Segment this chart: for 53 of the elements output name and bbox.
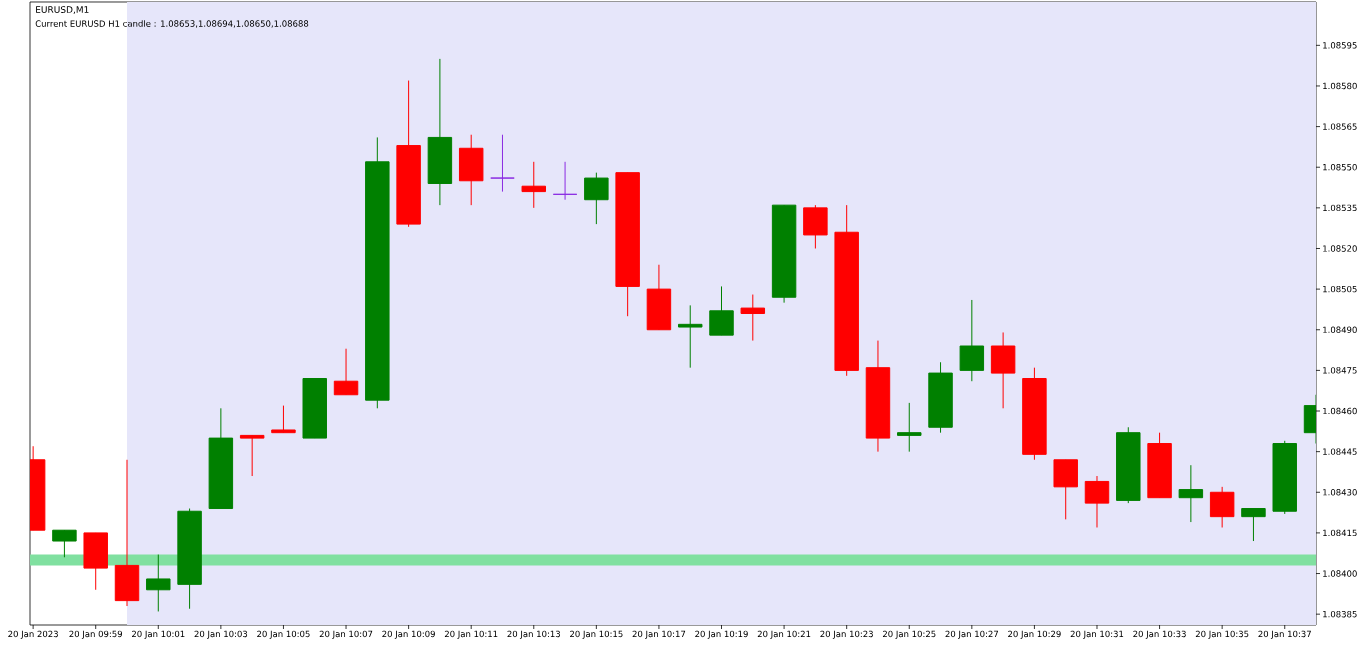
candlestick (897, 402, 922, 453)
candlestick (490, 134, 515, 193)
y-tick-label: 1.08400 (1323, 570, 1357, 577)
x-tick-label: 20 Jan 10:13 (507, 630, 560, 639)
x-tick-label: 20 Jan 10:23 (820, 630, 873, 639)
text: Current EURUSD H1 candle : 1.08653,1.08694,1.08650,1.08688 (35, 20, 309, 28)
y-tick-label: 1.08415 (1323, 529, 1357, 537)
candlestick (677, 304, 703, 369)
y-tick-label: 1.08580 (1323, 82, 1357, 90)
candlestick (239, 434, 265, 477)
x-tick-label: 20 Jan 10:15 (570, 630, 623, 639)
candlestick (521, 161, 546, 209)
candlestick (52, 529, 77, 558)
candlestick (1241, 508, 1266, 542)
x-tick-label: 20 Jan 10:37 (1258, 630, 1311, 639)
candlestick (271, 405, 296, 434)
x-tick-label: 20 Jan 10:11 (444, 630, 498, 639)
y-tick-label: 1.08430 (1323, 489, 1357, 496)
x-tick-label: 20 Jan 10:33 (1133, 630, 1186, 639)
candlestick (1084, 475, 1110, 528)
x-tick-label: 20 Jan 2023 (8, 630, 58, 639)
x-tick-label: 20 Jan 10:17 (632, 630, 686, 639)
y-tick-label: 1.08550 (1323, 164, 1357, 171)
x-tick-label: 20 Jan 10:35 (1195, 630, 1249, 639)
y-tick-label: 1.08475 (1323, 367, 1357, 374)
y-tick-label: 1.08505 (1323, 285, 1357, 293)
candlestick (1178, 464, 1204, 523)
x-tick-label: 20 Jan 10:29 (1008, 630, 1061, 639)
y-tick-label: 1.08385 (1323, 610, 1357, 618)
x-tick-label: 20 Jan 10:27 (945, 630, 999, 639)
x-tick-label: 20 Jan 10:03 (194, 630, 248, 639)
y-tick-label: 1.08460 (1323, 407, 1357, 415)
x-tick-label: 20 Jan 10:05 (257, 630, 310, 639)
y-tick-label: 1.08445 (1323, 448, 1357, 455)
candlestick (740, 294, 766, 342)
x-tick-label: 20 Jan 10:01 (132, 630, 185, 639)
y-tick-label: 1.08565 (1323, 123, 1357, 130)
candlestick (146, 554, 171, 612)
x-tick-label: 20 Jan 10:19 (695, 630, 748, 639)
x-tick-label: 20 Jan 09:59 (69, 630, 123, 639)
y-tick-label: 1.08535 (1323, 204, 1357, 212)
x-tick-label: 20 Jan 10:31 (1070, 630, 1124, 639)
candlestick (552, 161, 578, 201)
y-tick-label: 1.08595 (1323, 42, 1357, 49)
candlestick (584, 172, 609, 225)
y-tick-label: 1.08490 (1323, 326, 1357, 333)
y-tick-label: 1.08520 (1323, 245, 1357, 252)
x-tick-label: 20 Jan 10:21 (757, 630, 811, 639)
candlestick (333, 348, 359, 396)
chart-title: EURUSD,M1 (36, 6, 89, 14)
x-tick-label: 20 Jan 10:07 (319, 630, 373, 639)
x-tick-label: 20 Jan 10:09 (382, 630, 435, 639)
x-tick-label: 20 Jan 10:25 (882, 630, 936, 639)
